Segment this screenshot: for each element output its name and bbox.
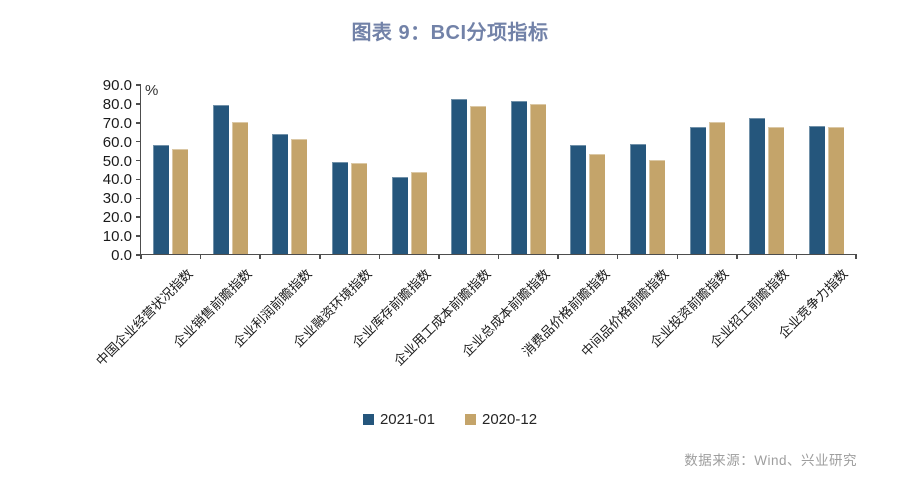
bar-2020-12-cat2 (231, 121, 248, 254)
legend-item-2020-12: 2020-12 (465, 411, 537, 428)
y-tick-mark (136, 140, 141, 143)
bar-2021-01-cat6 (451, 99, 468, 254)
bar-2021-01-cat4 (332, 162, 349, 254)
y-tick-mark (136, 159, 141, 162)
legend-label: 2021-01 (379, 411, 435, 428)
legend: 2021-01 2020-12 (0, 411, 900, 428)
x-tick-mark (438, 254, 440, 259)
x-tick-mark (676, 254, 678, 259)
source-note: 数据来源：Wind、兴业研究 (684, 453, 857, 468)
x-tick-mark (616, 254, 619, 259)
y-tick-mark (136, 216, 141, 218)
chart-title: 图表 9：BCI分项指标 (351, 22, 549, 44)
x-tick-mark (199, 254, 202, 259)
bar-2021-01-cat7 (510, 101, 527, 254)
y-tick-mark (136, 103, 141, 105)
x-tick-mark (378, 254, 381, 259)
y-tick-mark (136, 254, 141, 256)
y-tick-label: 70.0 (102, 114, 132, 132)
bar-2020-12-cat7 (529, 103, 546, 254)
bar-2020-12-cat4 (351, 163, 368, 254)
bar-2020-12-cat6 (470, 105, 487, 254)
bar-2020-12-cat1 (172, 149, 189, 254)
bar-2020-12-cat5 (410, 171, 427, 254)
bar-2020-12-cat11 (768, 126, 785, 254)
x-tick-mark (855, 254, 857, 259)
x-tick-mark (259, 254, 261, 259)
y-tick-label: 50.0 (102, 152, 132, 170)
bar-2021-01-cat8 (570, 145, 587, 254)
bar-2021-01-cat12 (808, 125, 825, 254)
y-tick-mark (136, 197, 141, 200)
y-tick-label: 10.0 (102, 228, 132, 246)
legend-item-2021-01: 2021-01 (362, 411, 435, 428)
x-tick-mark (497, 254, 500, 259)
y-tick-label: 20.0 (102, 209, 132, 227)
x-tick-mark (140, 254, 142, 259)
plot-area: % 90.0 80.0 70.0 60.0 50.0 40.0 30.0 20.0 10.0 0.… (93, 77, 857, 369)
bar-2020-12-cat10 (708, 121, 725, 254)
y-tick-label: 90.0 (102, 77, 132, 94)
x-tick-mark (557, 254, 559, 259)
y-tick-label: 0.0 (111, 247, 132, 264)
x-tick-mark (319, 254, 321, 259)
bar-2021-01-cat2 (212, 104, 229, 254)
bar-2021-01-cat1 (153, 145, 170, 254)
bar-2020-12-cat12 (827, 127, 844, 254)
x-tick-mark (736, 254, 738, 259)
y-tick-mark (136, 122, 141, 124)
y-tick-label: 80.0 (102, 95, 132, 113)
legend-swatch-icon (362, 414, 374, 425)
y-tick-mark (136, 235, 141, 237)
legend-label: 2020-12 (482, 411, 538, 428)
bar-2021-01-cat11 (749, 118, 766, 254)
bar-2020-12-cat8 (589, 153, 606, 254)
bar-2021-01-cat9 (629, 144, 646, 254)
bar-2021-01-cat5 (391, 176, 408, 254)
legend-swatch-icon (465, 414, 476, 425)
bar-2020-12-cat3 (291, 138, 308, 254)
bar-2021-01-cat3 (272, 134, 289, 254)
y-tick-mark (136, 84, 141, 86)
bar-2021-01-cat10 (689, 126, 706, 254)
y-axis-unit-label: % (145, 82, 159, 99)
y-tick-label: 60.0 (102, 133, 132, 151)
y-tick-label: 30.0 (102, 190, 132, 208)
bar-2020-12-cat9 (648, 159, 665, 254)
x-tick-mark (795, 254, 798, 259)
y-tick-label: 40.0 (102, 171, 132, 189)
y-tick-mark (136, 178, 141, 181)
